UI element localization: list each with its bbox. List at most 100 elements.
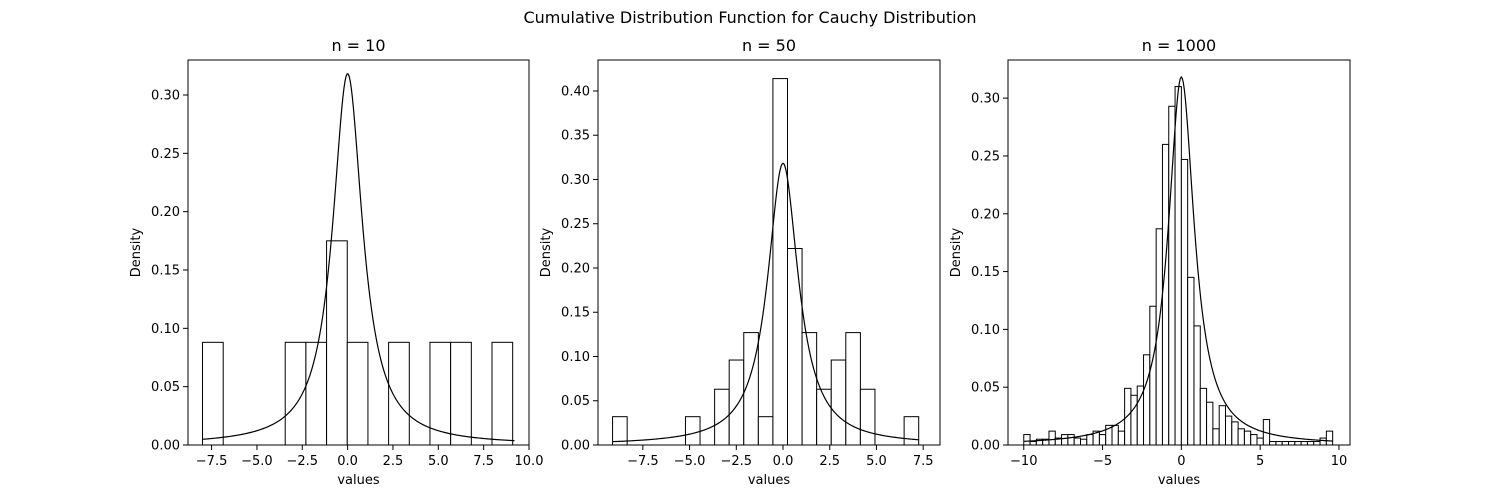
x-tick-label: −2.5 xyxy=(286,454,318,469)
y-tick-label: 0.20 xyxy=(151,205,180,220)
chart-panels: −7.5 −5.0 −2.5 0.0 2.5 5.0 7.5 10.0 0.00 0.05 0.10… xyxy=(129,36,1351,488)
histogram-bar xyxy=(859,388,876,446)
y-axis-label: Density xyxy=(129,227,144,277)
x-tick-label: 0 xyxy=(1177,454,1185,469)
y-tick-label: 0.30 xyxy=(971,92,1000,107)
histogram-bar xyxy=(1212,428,1220,446)
histogram-bar xyxy=(491,341,514,446)
histogram-bar xyxy=(1325,430,1334,446)
histogram-bar xyxy=(1199,387,1208,446)
pdf-curve xyxy=(612,162,919,443)
y-tick-label: 0.30 xyxy=(151,89,180,104)
x-tick-label: 2.5 xyxy=(819,454,840,469)
x-tick-label: 7.5 xyxy=(473,454,494,469)
chart-panel-1: −7.5 −5.0 −2.5 0.0 2.5 5.0 7.5 10.0 0.00 0.05 0.10… xyxy=(129,36,543,488)
chart-panel-2: −7.5 −5.0 −2.5 0.0 2.5 5.0 7.5 0.00 0.05 0.10 0.15… xyxy=(539,36,941,488)
histogram-bar xyxy=(1086,434,1094,446)
histogram-bar xyxy=(1256,437,1264,446)
y-tick-label: 0.05 xyxy=(971,381,1000,396)
y-tick-label: 0.15 xyxy=(971,265,1000,280)
histogram-bar xyxy=(728,359,745,446)
chart-panel-3: −10 −5 0 5 10 0.00 0.05 0.10 0.15 0.20 0.25 0.30 n =… xyxy=(949,36,1351,488)
x-axis-label: values xyxy=(337,473,380,488)
histogram-bar xyxy=(1269,441,1277,446)
histogram-bar xyxy=(1111,424,1119,446)
histogram-bar xyxy=(1124,387,1132,446)
histogram-bar xyxy=(1161,143,1170,446)
histogram-bar xyxy=(326,240,348,446)
histogram-bar xyxy=(346,341,369,446)
y-tick-label: 0.15 xyxy=(561,306,590,321)
histogram-bar xyxy=(1130,394,1138,446)
histogram-bar xyxy=(903,416,920,446)
histogram-bar xyxy=(1306,441,1315,446)
histogram-bar xyxy=(1288,441,1296,446)
y-tick-label: 0.30 xyxy=(561,173,590,188)
y-tick-label: 0.10 xyxy=(971,323,1000,338)
y-tick-label: 0.00 xyxy=(971,439,1000,454)
x-axis-label: values xyxy=(748,473,791,488)
x-tick-label: 10.0 xyxy=(515,454,544,469)
y-tick-label: 0.40 xyxy=(561,84,590,99)
histogram-bar xyxy=(1174,86,1182,446)
x-tick-label: 5.0 xyxy=(866,454,887,469)
histogram-bar xyxy=(1218,405,1226,446)
histogram-bar xyxy=(1149,305,1157,446)
histogram-bar xyxy=(1281,441,1290,446)
histogram-bar xyxy=(1080,438,1088,446)
histogram-bar xyxy=(1187,276,1195,446)
histogram-bar xyxy=(1098,434,1107,446)
histogram-bar xyxy=(1023,434,1031,446)
histogram-bar xyxy=(1300,441,1308,446)
subplot-title: n = 50 xyxy=(742,36,796,55)
y-tick-label: 0.20 xyxy=(971,207,1000,222)
y-tick-label: 0.25 xyxy=(971,149,1000,164)
histogram-bar xyxy=(1143,354,1151,446)
histogram-bar xyxy=(1067,434,1075,446)
subplot-title: n = 10 xyxy=(331,36,385,55)
x-tick-label: −7.5 xyxy=(196,454,228,469)
y-tick-label: 0.00 xyxy=(561,439,590,454)
y-tick-label: 0.10 xyxy=(151,322,180,337)
x-tick-label: −5.0 xyxy=(241,454,273,469)
histogram-bar xyxy=(1294,441,1302,446)
histogram-bar xyxy=(1206,401,1214,446)
pdf-curve xyxy=(202,73,515,442)
histogram-bar xyxy=(202,341,224,446)
axes-frame xyxy=(597,59,941,446)
histogram-bar xyxy=(1319,437,1327,446)
subplot-title: n = 1000 xyxy=(1142,36,1216,55)
y-axis-label: Density xyxy=(949,227,964,277)
y-tick-label: 0.00 xyxy=(151,439,180,454)
x-tick-label: 10 xyxy=(1331,454,1348,469)
histogram-bar xyxy=(830,359,847,446)
histogram-bar xyxy=(1243,430,1252,446)
histogram-bar xyxy=(1048,430,1056,446)
y-tick-label: 0.25 xyxy=(561,217,590,232)
x-tick-label: −5.0 xyxy=(674,454,706,469)
histogram-bar xyxy=(1180,158,1189,446)
y-tick-label: 0.10 xyxy=(561,350,590,365)
x-tick-label: 0.0 xyxy=(773,454,794,469)
histogram-bar xyxy=(1250,434,1258,446)
histogram-bar xyxy=(1136,385,1145,446)
pdf-curve xyxy=(1023,75,1333,442)
y-tick-label: 0.05 xyxy=(561,394,590,409)
axes-frame xyxy=(187,59,530,446)
histogram-bar xyxy=(1231,421,1239,446)
x-tick-label: 5.0 xyxy=(428,454,449,469)
x-tick-label: −10 xyxy=(1010,454,1037,469)
histogram-bar xyxy=(388,341,410,446)
x-tick-label: 2.5 xyxy=(383,454,404,469)
histogram-bar xyxy=(1029,441,1037,446)
histogram-bar xyxy=(684,416,701,446)
y-tick-label: 0.25 xyxy=(151,147,180,162)
y-tick-label: 0.20 xyxy=(561,261,590,276)
y-tick-label: 0.05 xyxy=(151,380,180,395)
histogram-bar xyxy=(787,248,803,446)
histogram-bar xyxy=(1237,428,1245,446)
axes-frame xyxy=(1007,59,1351,446)
x-tick-label: 7.5 xyxy=(913,454,934,469)
x-tick-label: −7.5 xyxy=(627,454,659,469)
